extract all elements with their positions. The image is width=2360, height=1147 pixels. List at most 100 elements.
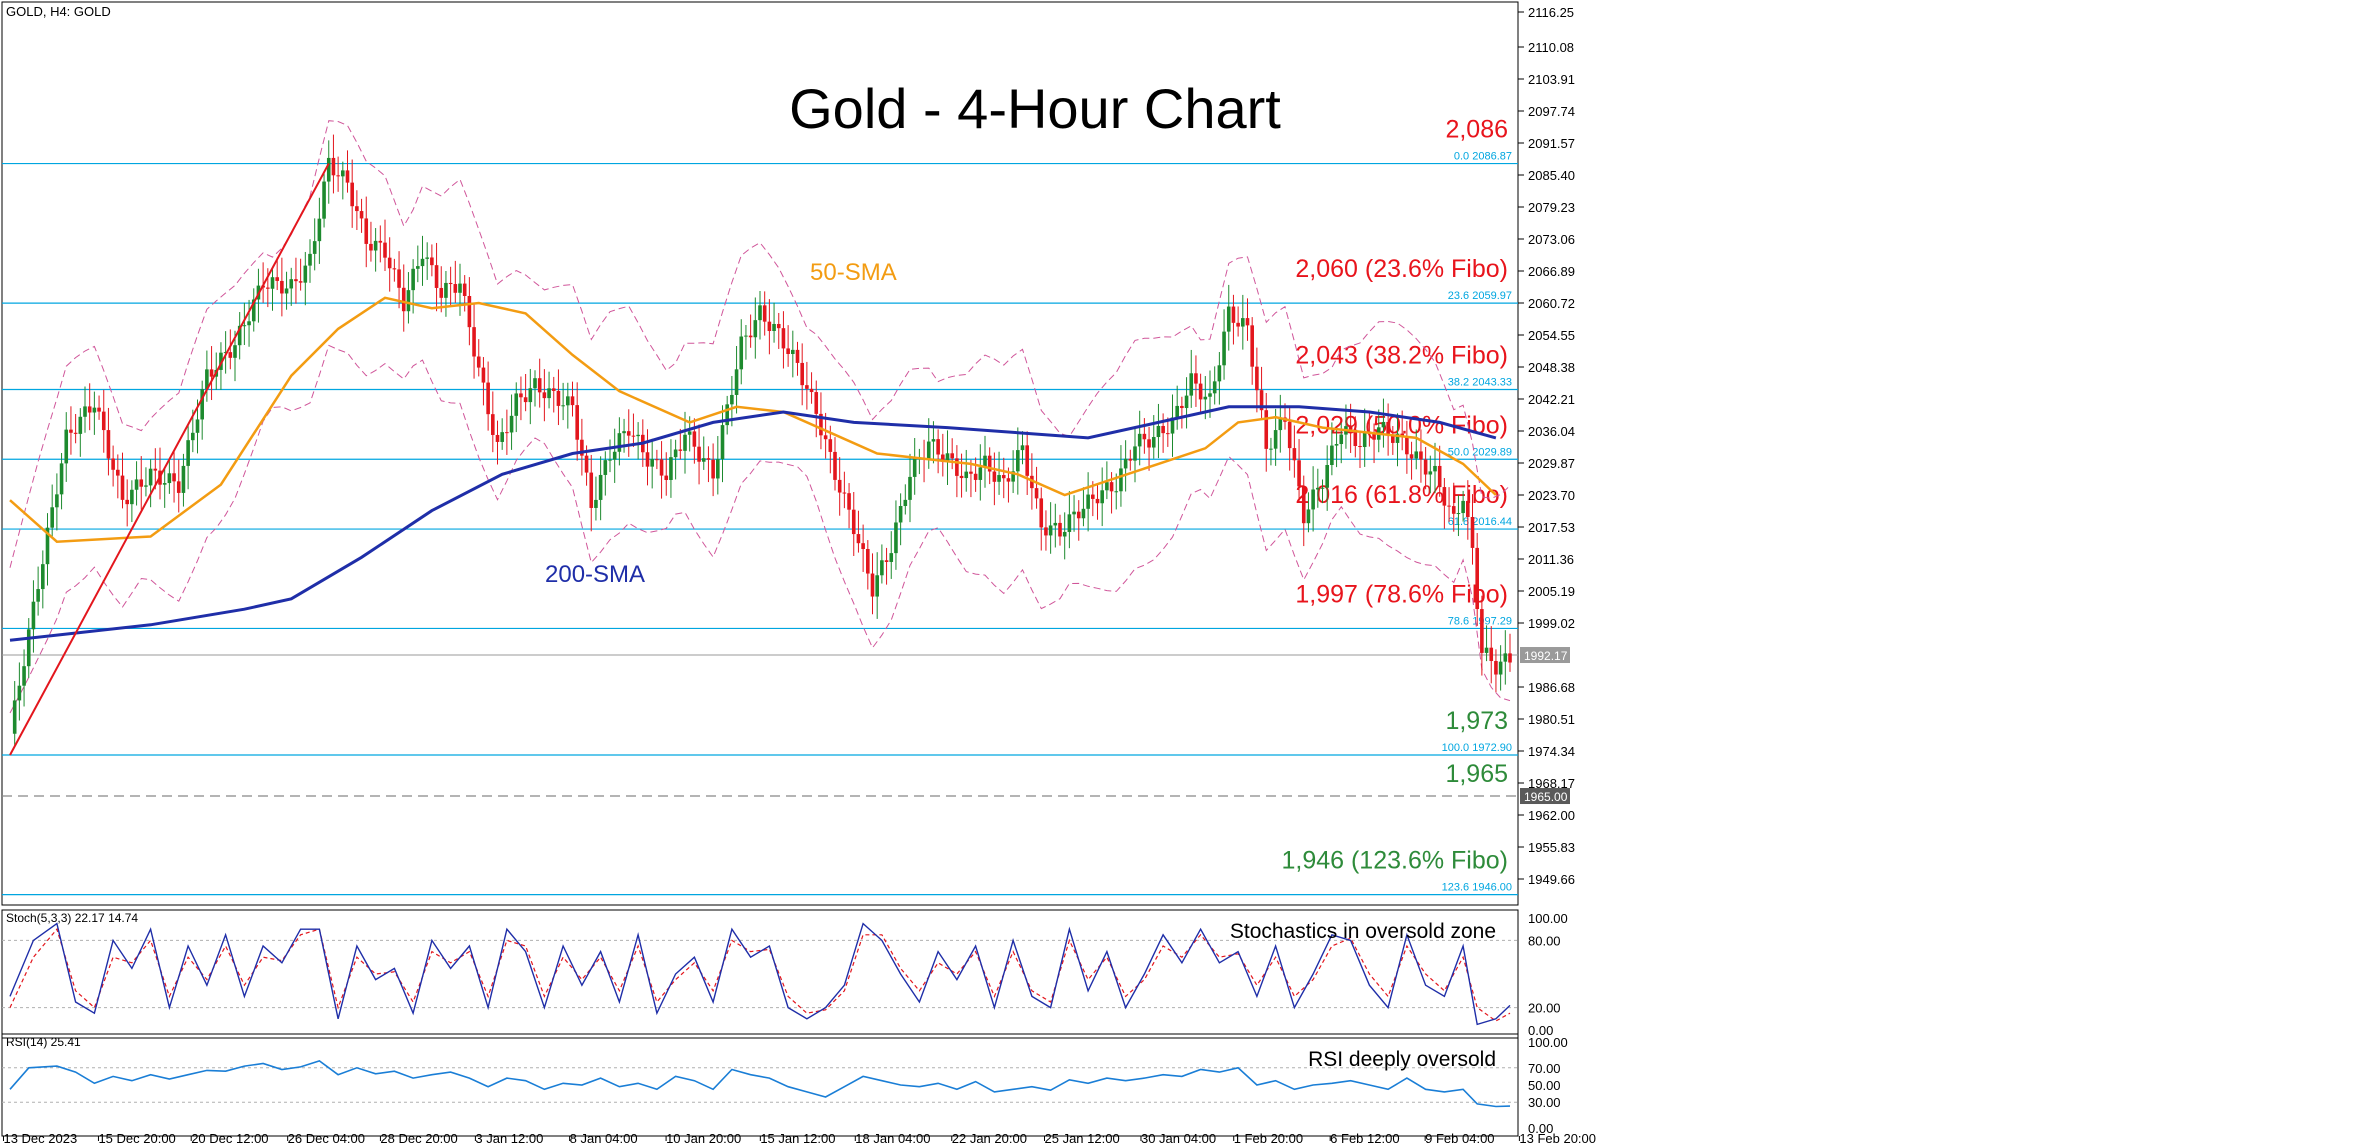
time-axis-label: 9 Feb 04:00 (1425, 1131, 1494, 1146)
price-axis-label: 2048.38 (1528, 360, 1575, 375)
candle-body (144, 485, 148, 487)
candle-body (1208, 393, 1212, 397)
candle-body (1466, 500, 1470, 517)
candle-body (481, 367, 486, 383)
candle-body (678, 449, 683, 451)
candle-body (500, 432, 504, 442)
candle-body (1142, 433, 1147, 440)
rsi-annotation: RSI deeply oversold (1308, 1048, 1496, 1071)
candle-body (617, 433, 622, 452)
candle-body (1189, 373, 1194, 396)
candle-body (603, 460, 608, 475)
time-axis-label: 13 Feb 20:00 (1519, 1131, 1596, 1146)
price-axis-label: 2097.74 (1528, 104, 1575, 119)
candle-body (1353, 429, 1358, 446)
price-axis-label: 1986.68 (1528, 680, 1575, 695)
candle-body (1348, 426, 1353, 430)
candle-body (1156, 425, 1161, 438)
candle-body (1034, 488, 1039, 499)
candle-body (345, 170, 350, 183)
candle-body (251, 299, 256, 322)
candle-body (1273, 430, 1278, 449)
candle-body (167, 473, 172, 484)
candle-body (1362, 431, 1367, 448)
candle-body (1058, 522, 1062, 537)
stoch-annotation: Stochastics in oversold zone (1230, 920, 1496, 943)
candle-body (776, 323, 781, 329)
candle-body (762, 305, 767, 322)
fibo-annotation: 2,060 (23.6% Fibo) (1295, 255, 1508, 283)
candle-body (687, 431, 692, 435)
candle-body (1381, 421, 1386, 428)
candle-body (959, 475, 964, 479)
candle-body (533, 378, 537, 389)
candle-body (875, 575, 879, 597)
target-price-label: 1965.00 (1524, 790, 1568, 804)
candle-body (945, 453, 950, 462)
candle-body (823, 435, 828, 440)
candle-body (444, 282, 448, 298)
candle-body (898, 506, 903, 523)
candle-body (1241, 318, 1245, 327)
candle-body (1166, 433, 1170, 435)
candle-body (1016, 450, 1020, 472)
candle-body (1287, 421, 1292, 449)
candle-body (598, 474, 603, 500)
candle-body (191, 432, 195, 441)
time-axis-label: 18 Jan 04:00 (855, 1131, 930, 1146)
candle-body (36, 589, 40, 602)
candle-body (739, 336, 744, 370)
candle-body (1137, 433, 1142, 447)
candle-body (17, 685, 22, 701)
fibo-axis-label: 50.0 2029.89 (1448, 446, 1512, 458)
candle-body (950, 453, 954, 459)
candle-body (936, 439, 940, 455)
candle-body (331, 157, 336, 176)
price-axis-label: 2054.55 (1528, 328, 1575, 343)
candle-body (317, 218, 322, 242)
candle-body (645, 452, 650, 467)
time-axis-label: 25 Jan 12:00 (1045, 1131, 1120, 1146)
time-axis-label: 15 Jan 12:00 (760, 1131, 835, 1146)
candle-body (551, 388, 556, 391)
candle-body (148, 468, 153, 486)
candle-body (528, 388, 533, 403)
candle-body (284, 288, 289, 294)
candle-body (697, 446, 701, 462)
candle-body (800, 362, 804, 386)
candle-body (120, 475, 125, 500)
candle-body (31, 601, 36, 630)
rsi-panel-frame (1, 1033, 1519, 1137)
candle-body (1226, 306, 1231, 332)
candle-body (434, 265, 439, 288)
time-axis-label: 8 Jan 04:00 (570, 1131, 638, 1146)
candle-body (1044, 527, 1048, 536)
price-axis-label: 2029.87 (1528, 456, 1575, 471)
rsi-axis-label: 30.00 (1528, 1095, 1561, 1110)
candle-body (406, 290, 411, 312)
candle-body (669, 457, 673, 480)
price-axis-label: 2110.08 (1528, 40, 1574, 55)
candle-body (870, 573, 875, 597)
price-axis-label: 2011.36 (1528, 552, 1574, 567)
candle-body (997, 475, 1001, 482)
candle-body (294, 279, 298, 282)
candle-body (106, 430, 111, 459)
symbol-label: GOLD, H4: GOLD (6, 4, 111, 19)
candle-body (1114, 491, 1119, 493)
candle-body (22, 666, 26, 686)
candle-body (162, 483, 167, 485)
candle-body (1508, 653, 1512, 663)
candle-body (341, 170, 345, 177)
candle-body (448, 282, 453, 285)
candle-body (833, 451, 837, 480)
candle-body (247, 321, 251, 326)
candle-body (1433, 465, 1437, 472)
candle-body (1339, 434, 1344, 445)
candle-body (758, 305, 762, 321)
candle-body (795, 349, 800, 363)
candle-body (594, 499, 598, 508)
fibo-axis-label: 100.0 1972.90 (1442, 742, 1512, 754)
fibo-annotation: 2,043 (38.2% Fibo) (1295, 342, 1508, 370)
candle-body (491, 414, 495, 435)
